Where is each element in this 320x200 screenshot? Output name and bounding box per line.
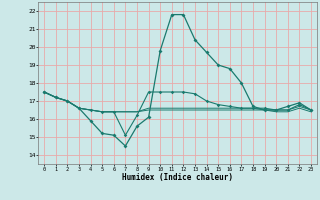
- X-axis label: Humidex (Indice chaleur): Humidex (Indice chaleur): [122, 173, 233, 182]
